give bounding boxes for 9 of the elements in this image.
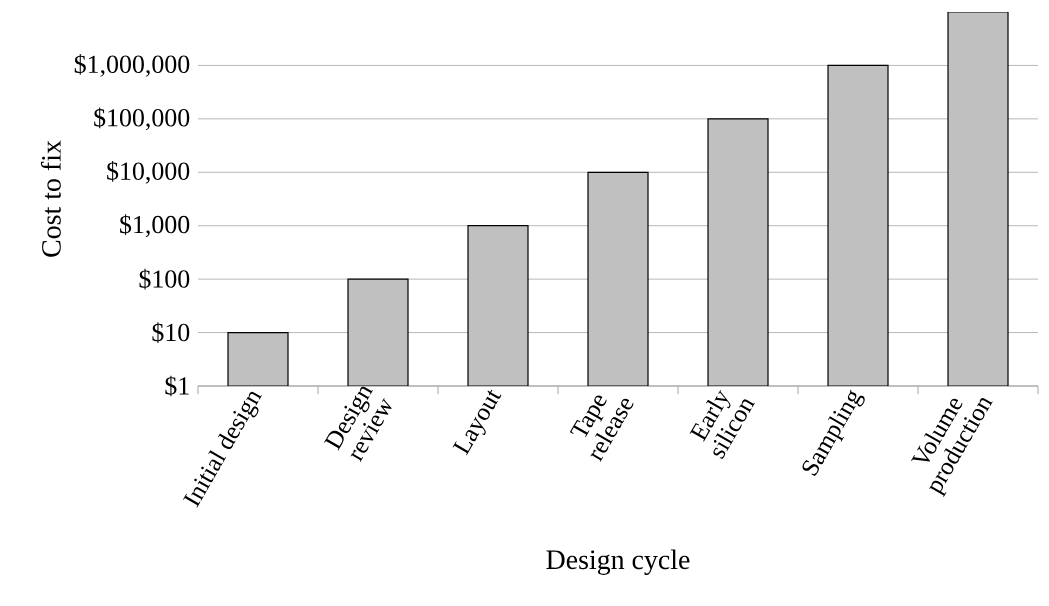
y-tick-label: $1 [165, 375, 189, 397]
y-tick-label: $100 [139, 268, 190, 290]
y-tick-label: $10 [152, 322, 190, 343]
y-axis-title: Cost to fix [40, 140, 61, 257]
y-tick-label: $1,000,000 [74, 54, 190, 77]
y-tick-label: $10,000 [107, 160, 190, 184]
y-tick-label: $1,000 [120, 214, 190, 238]
x-axis-title: Design cycle [546, 549, 690, 575]
y-tick-label: $100,000 [94, 107, 190, 131]
